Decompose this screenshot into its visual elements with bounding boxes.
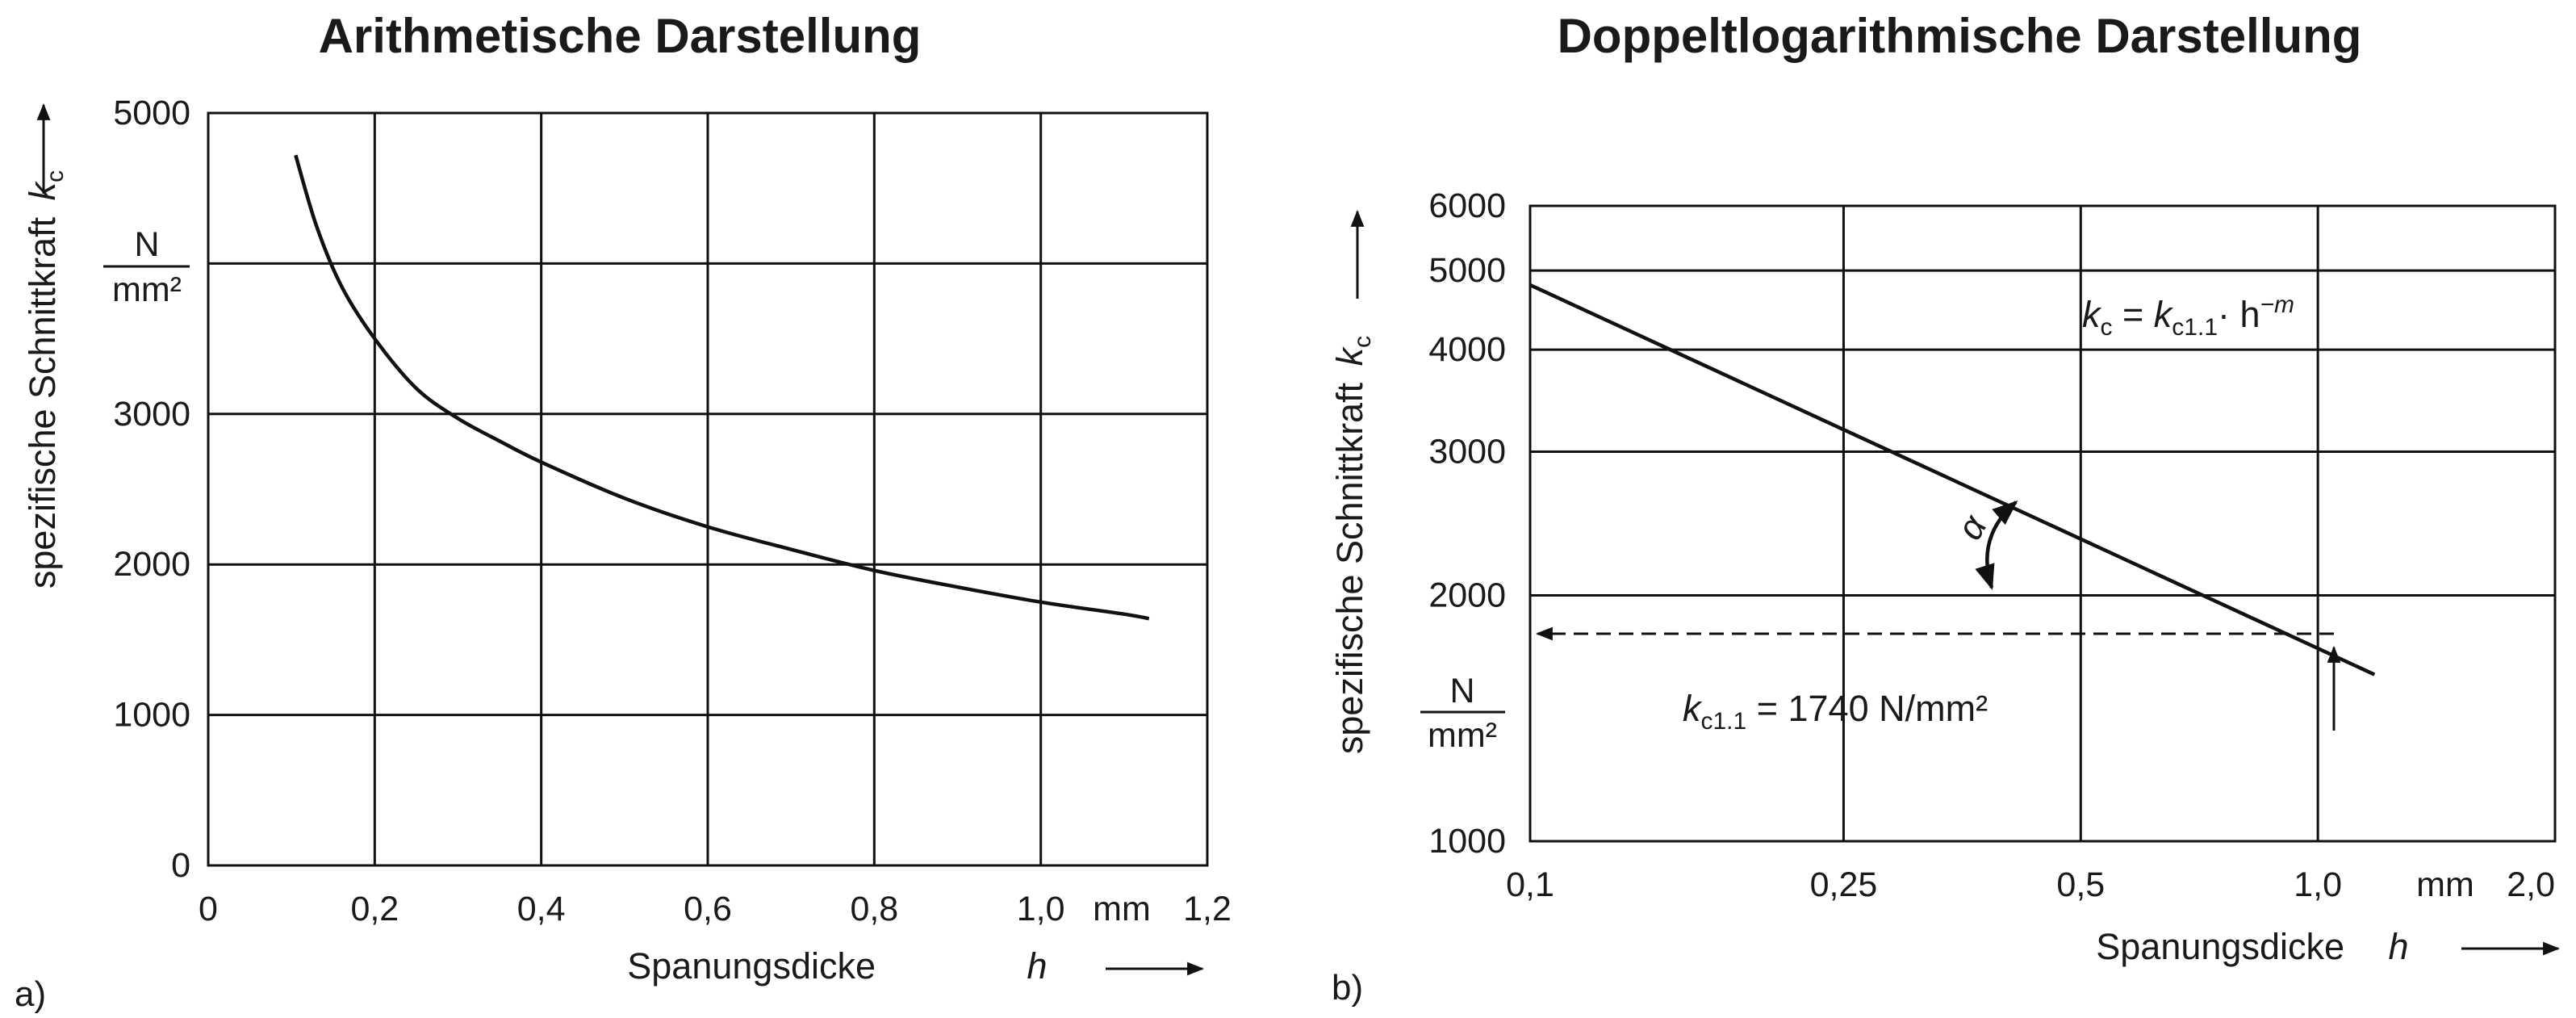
panel-a-ylabel: spezifische Schnittkraft kc [22,170,69,589]
panel-b-xtick-3: 1,0 [2294,865,2342,904]
panel-a-tick-labels: 0 0,2 0,4 0,6 0,8 1,0 1,2 0 1000 2000 3000 5000 [113,94,1232,928]
panel-a-xtick-2: 0,4 [517,890,566,928]
svg-text:N: N [134,225,159,264]
svg-text:N: N [1449,672,1474,710]
panel-b-xtick-4: 2,0 [2507,865,2555,904]
panel-b-ytick-2: 3000 [1428,432,1506,471]
panel-a-xtick-3: 0,6 [684,890,732,928]
panel-b-ylabel: spezifische Schnittkraft kc [1329,336,1376,754]
panel-a-xtick-6: 1,2 [1183,890,1232,928]
panel-b-yunit: N mm² [1420,672,1505,755]
panel-b: Doppeltlogarithmische Darstellung 0,1 0,2… [1329,9,2561,1008]
panel-b-title: Doppeltlogarithmische Darstellung [1558,9,2362,63]
svg-text:spezifische Schnittkraft: spezifische Schnittkraft kc [22,170,69,589]
panel-a-ytick-1: 1000 [113,696,190,735]
panel-b-xlabel-var: h [2388,926,2408,967]
panel-b-series-line [1529,283,2376,677]
panel-a-xtick-5: 1,0 [1017,890,1065,928]
panel-a-xlabel-var: h [1027,945,1047,987]
panel-a: Arithmetische Darstellung 0 0,2 0,4 0,6 0,8 1… [15,9,1232,1014]
panel-a-letter: a) [15,974,46,1014]
panel-b-grid [1528,204,2557,843]
svg-text:mm²: mm² [112,270,182,309]
panel-b-xtick-2: 0,5 [2056,865,2105,904]
panel-b-angle-arc [1975,500,2018,591]
panel-a-xlabel: Spanungsdicke [627,945,876,987]
panel-b-xtick-1: 0,25 [1810,865,1878,904]
panel-b-formula: kc = kc1.1· h−m [2082,291,2294,341]
panel-b-ytick-5: 6000 [1428,186,1506,225]
panel-b-kc11-label: kc1.1 = 1740 N/mm² [1683,688,1988,735]
panel-b-tick-labels: 0,1 0,25 0,5 1,0 2,0 1000 2000 3000 4000 5000 6000 [1428,186,2555,904]
panel-a-series-line [294,154,1150,621]
panel-a-xunit: mm [1093,890,1151,928]
panel-a-xtick-4: 0,8 [850,890,898,928]
panel-a-grid [207,111,1209,867]
panel-a-ytick-4: 5000 [113,94,190,132]
panel-b-xlabel: Spanungsdicke [2096,926,2344,967]
panel-a-ytick-2: 2000 [113,545,190,584]
panel-b-letter: b) [1332,968,1363,1008]
panel-a-yunit: N mm² [103,225,190,309]
panel-b-xunit: mm [2416,865,2474,904]
panel-a-title: Arithmetische Darstellung [319,9,922,63]
panel-a-ytick-0: 0 [171,846,190,885]
panel-a-xtick-1: 0,2 [350,890,399,928]
panel-b-ytick-1: 2000 [1428,576,1506,615]
panel-b-ytick-0: 1000 [1428,822,1506,861]
panel-b-xtick-0: 0,1 [1506,865,1554,904]
panel-b-frame [1528,204,2557,843]
panel-b-ytick-3: 4000 [1428,330,1506,369]
panel-a-xtick-0: 0 [199,890,218,928]
svg-text:spezifische Schnittkraft: spezifische Schnittkraft kc [1329,336,1376,754]
panel-b-ytick-4: 5000 [1428,251,1506,290]
svg-text:mm²: mm² [1428,716,1497,755]
panel-a-ytick-3: 3000 [113,395,190,434]
